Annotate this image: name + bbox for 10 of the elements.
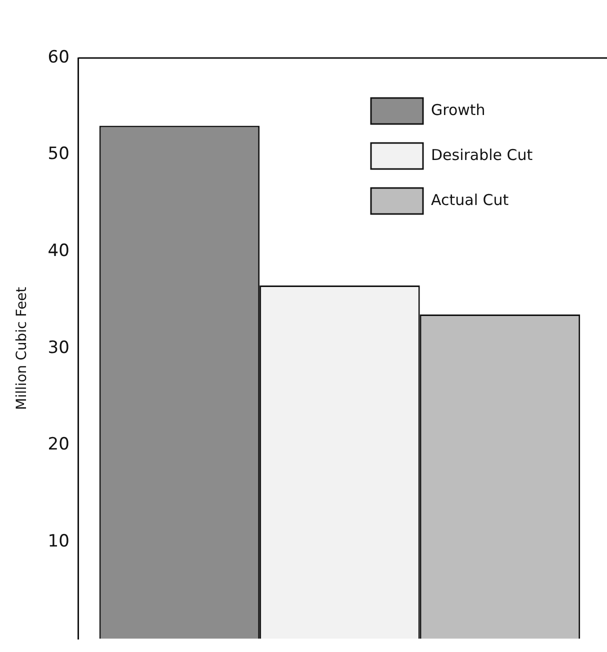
legend-label: Actual Cut: [431, 190, 509, 209]
y-tick-label: 10: [48, 531, 70, 552]
y-tick-label: 20: [48, 434, 70, 455]
y-tick-label: 40: [48, 241, 70, 262]
legend-label: Growth: [431, 100, 486, 119]
y-tick-label: 60: [48, 47, 70, 68]
y-tick-label: 30: [48, 338, 70, 358]
legend-label: Desirable Cut: [431, 146, 533, 164]
y-tick-label: 50: [48, 144, 70, 164]
y-axis-title: Million Cubic Feet: [14, 286, 30, 410]
